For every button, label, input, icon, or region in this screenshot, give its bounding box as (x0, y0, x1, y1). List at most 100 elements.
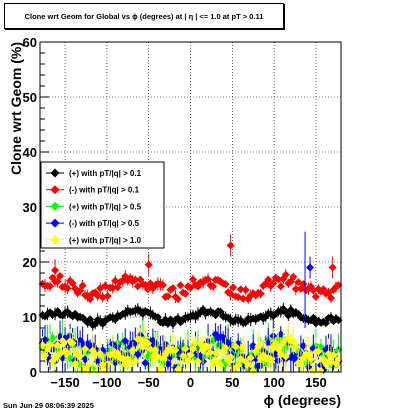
data-point (58, 336, 67, 345)
data-point (236, 285, 245, 294)
data-point (226, 353, 235, 362)
data-point (251, 354, 260, 363)
data-point (111, 358, 120, 367)
data-point (96, 349, 105, 358)
data-point (291, 343, 300, 352)
data-point (121, 336, 130, 345)
data-point (93, 366, 102, 375)
data-point (176, 281, 185, 290)
data-point (221, 344, 230, 353)
chart-title-box: Clone wrt Geom for Global vs ϕ (degrees)… (4, 3, 284, 29)
y-tick-label: 30 (23, 200, 37, 215)
data-point (279, 338, 288, 347)
y-tick-label: 10 (23, 310, 37, 325)
data-point (163, 359, 172, 368)
data-point (144, 260, 153, 269)
data-point (316, 366, 325, 375)
data-point (38, 341, 47, 350)
data-point (306, 355, 315, 364)
data-point (206, 348, 215, 357)
data-point (264, 275, 273, 284)
data-point (121, 309, 130, 318)
data-point (146, 345, 155, 354)
data-point (209, 282, 218, 291)
data-point (173, 294, 182, 303)
data-point (78, 281, 87, 290)
data-point (291, 285, 300, 294)
x-tick-label: −100 (92, 375, 121, 390)
data-point (181, 289, 190, 298)
x-tick-label: −150 (50, 375, 79, 390)
data-point (326, 293, 335, 302)
data-point (123, 276, 132, 285)
data-point (156, 365, 165, 374)
data-point (254, 342, 263, 351)
data-point (133, 350, 142, 359)
legend: (+) with pT/|q| > 0.1 (-) with pT/|q| > 0… (40, 161, 165, 249)
data-point (189, 345, 198, 354)
data-point (123, 354, 132, 363)
data-point (76, 352, 85, 361)
legend-label: (-) with pT/|q| > 0.1 (69, 186, 140, 195)
data-point (103, 292, 112, 301)
data-point (309, 366, 318, 375)
data-point (81, 345, 90, 354)
data-point (151, 345, 160, 354)
data-point (239, 343, 248, 352)
data-point (256, 289, 265, 298)
legend-marker (50, 235, 60, 245)
legend-label: (-) with pT/|q| > 0.5 (69, 219, 140, 228)
data-point (276, 282, 285, 291)
data-point (181, 344, 190, 353)
data-point (56, 271, 65, 280)
x-tick-label: 100 (263, 375, 285, 390)
data-point (91, 350, 100, 359)
data-point (334, 281, 343, 290)
legend-marker (50, 201, 60, 211)
data-point (211, 349, 220, 358)
data-point (334, 355, 343, 364)
data-point (143, 285, 152, 294)
data-point (269, 279, 278, 288)
data-point (68, 279, 77, 288)
legend-box (40, 161, 165, 249)
data-point (166, 352, 175, 361)
data-point (53, 277, 62, 286)
data-point (281, 352, 290, 361)
data-point (46, 282, 55, 291)
x-tick-label: −50 (138, 375, 160, 390)
data-point (86, 294, 95, 303)
data-point (121, 360, 130, 369)
data-point (264, 338, 273, 347)
data-point (71, 359, 80, 368)
data-point (311, 292, 320, 301)
data-point (276, 330, 285, 339)
data-point (328, 263, 337, 272)
data-point (63, 348, 72, 357)
data-point (231, 342, 240, 351)
data-point (171, 346, 180, 355)
data-point (178, 352, 187, 361)
data-point (239, 294, 248, 303)
data-point (141, 358, 150, 367)
data-point (216, 360, 225, 369)
y-tick-label: 50 (23, 90, 37, 105)
data-point (251, 291, 260, 300)
series-0 (38, 302, 343, 331)
data-point (299, 341, 308, 350)
legend-label: (+) with pT/|q| > 0.1 (69, 169, 142, 178)
data-point (281, 270, 290, 279)
y-tick-label: 40 (23, 145, 37, 160)
data-point (51, 354, 60, 363)
data-point (289, 272, 298, 281)
series-4 (38, 322, 343, 375)
data-point (221, 280, 230, 289)
data-point (266, 355, 275, 364)
data-point (48, 333, 57, 342)
timestamp: Sun Jun 29 08:06:39 2025 (3, 401, 94, 410)
y-axis-label: Clone wrt Geom (%) (8, 42, 24, 175)
legend-marker (50, 185, 60, 195)
data-point (163, 292, 172, 301)
x-tick-label: 50 (225, 375, 239, 390)
